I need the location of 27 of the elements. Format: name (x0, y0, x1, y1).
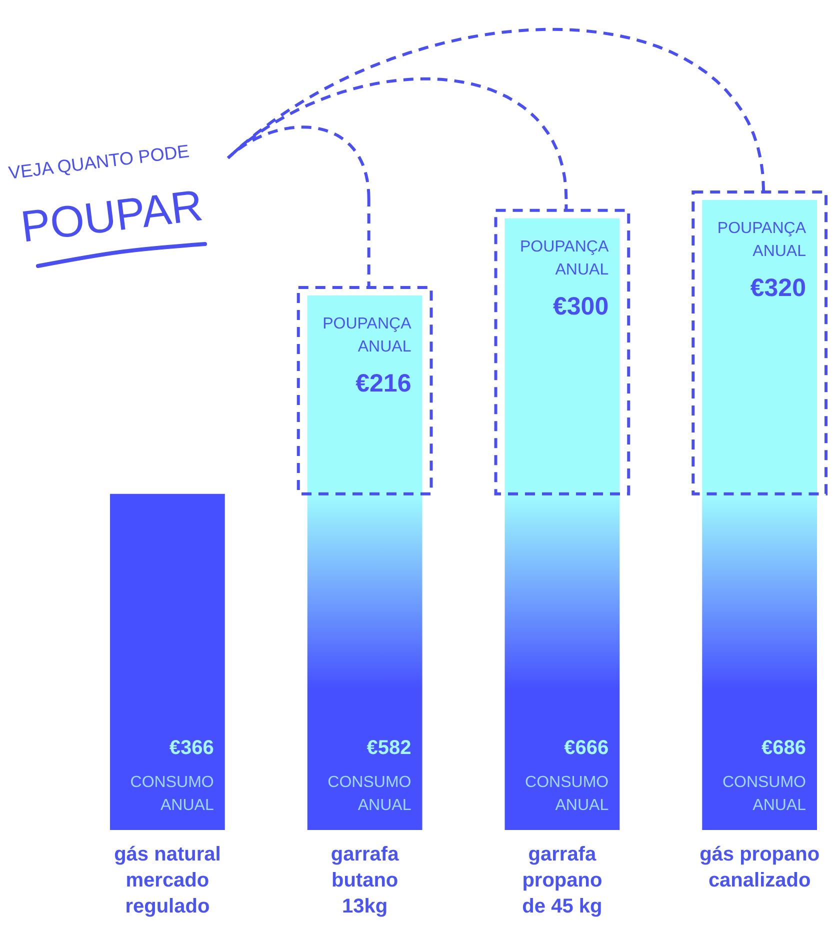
x-tick-label: gás propano canalizado (700, 844, 820, 892)
data-label: €320 (750, 274, 806, 302)
data-label: €300 (553, 292, 609, 320)
total-label: €666 (564, 737, 609, 759)
text: POUPANÇA ANUAL (717, 220, 806, 260)
total-label: €686 (762, 737, 806, 759)
bar (110, 494, 225, 830)
text: POUPANÇA ANUAL (520, 238, 609, 278)
x-tick-label: garrafa butano 13kg (330, 844, 400, 918)
text: CONSUMO ANUAL (722, 774, 806, 814)
total-label: €582 (366, 737, 412, 759)
x-tick-label: garrafa propano de 45 kg (522, 844, 602, 918)
bar (307, 494, 422, 830)
bar (504, 218, 620, 494)
data-label: €216 (356, 370, 412, 398)
total-label: €366 (169, 737, 214, 759)
text: CONSUMO ANUAL (525, 774, 609, 814)
x-tick-label: gás natural mercado regulado (114, 844, 221, 918)
text: CONSUMO ANUAL (328, 774, 412, 814)
text: VEJA QUANTO PODE (7, 141, 190, 184)
series-label: CONSUMO ANUAL (130, 774, 214, 814)
series-label: POUPANÇA ANUAL (322, 316, 412, 356)
bar (702, 200, 817, 494)
annotation: POUPAR (18, 181, 206, 252)
bar (307, 296, 422, 494)
bar (504, 494, 620, 830)
bar (702, 494, 817, 830)
